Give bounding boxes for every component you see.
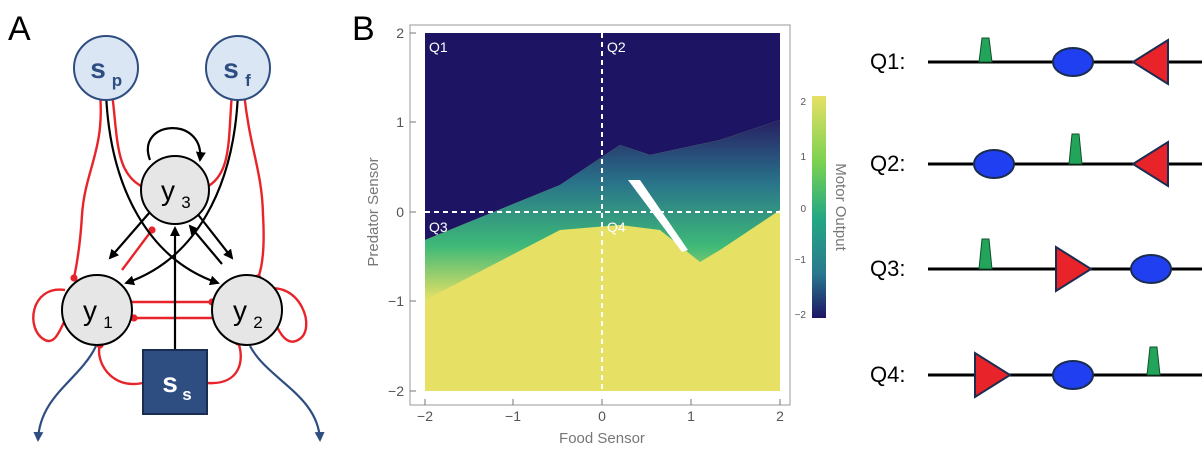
- y-axis-title: Predator Sensor: [365, 157, 382, 266]
- y3-sub: 3: [181, 193, 190, 212]
- y-tick-label: 0: [396, 204, 404, 220]
- row-label: Q2:: [870, 151, 905, 176]
- x-tick-label: −2: [417, 408, 433, 424]
- sp-to-y1: [70, 92, 102, 282]
- heatmap: Q1 Q2 Q3 Q4: [425, 33, 780, 391]
- agent-icon: [973, 149, 1015, 179]
- tick-marks: [410, 32, 781, 405]
- sp-to-y2-excite: [104, 92, 220, 286]
- y1-motor-output: [33, 345, 97, 442]
- y3-self-loop: [146, 127, 206, 162]
- scenario-rows: Q1: Q2: Q3: Q4:: [870, 37, 1202, 399]
- panel-b: B Q1 Q2 Q3 Q4 −2 −1 0 1: [352, 10, 849, 447]
- ss-sub: s: [182, 385, 191, 404]
- y2-base: y: [233, 295, 247, 326]
- ss-to-y1: [96, 341, 144, 386]
- colorbar-tick: −2: [795, 310, 807, 321]
- inhibitory-connections: [32, 92, 308, 386]
- y2-motor-output: [249, 345, 325, 442]
- ss-to-y2: [207, 338, 242, 385]
- colorbar-tick: −1: [795, 255, 807, 266]
- neuron-y2: y 2: [211, 274, 283, 346]
- motor-outputs: [33, 345, 325, 442]
- y-tick-label: −1: [388, 293, 404, 309]
- quad-label-q4: Q4: [607, 219, 626, 235]
- quad-label-q1: Q1: [429, 39, 448, 55]
- svg-text:s: s: [90, 53, 106, 84]
- colorbar-tick: 2: [800, 97, 806, 108]
- y2-self-loop: [261, 287, 308, 343]
- colorbar-tick: 0: [800, 204, 806, 215]
- y3-base: y: [161, 175, 175, 206]
- sensor-sp: s p: [73, 35, 139, 101]
- y-tick-label: 2: [396, 25, 404, 41]
- food-icon: [978, 238, 993, 270]
- sf-to-y3: [201, 92, 234, 192]
- x-tick-label: 1: [687, 408, 695, 424]
- y1-sub: 1: [103, 313, 112, 332]
- y1-to-y3-inhib: [121, 226, 156, 271]
- ss-base: s: [162, 367, 178, 398]
- food-icon: [1146, 346, 1161, 376]
- neuron-y1: y 1: [61, 274, 133, 346]
- x-axis-title: Food Sensor: [559, 430, 645, 447]
- y3-to-y2: [195, 211, 234, 260]
- y2-sub: 2: [253, 313, 262, 332]
- agent-icon: [1052, 47, 1094, 77]
- predator-icon: [974, 351, 1012, 399]
- sf-to-y1-excite: [124, 92, 240, 286]
- predator-icon: [1131, 38, 1169, 86]
- agent-icon: [1052, 360, 1094, 390]
- predator-icon: [1055, 245, 1093, 293]
- y1-self-loop: [32, 288, 70, 343]
- predator-icon: [1131, 140, 1169, 188]
- row-label: Q3:: [870, 256, 905, 281]
- x-tick-label: 0: [598, 408, 606, 424]
- colorbar-gradient: [812, 96, 826, 318]
- scenario-row-q4: Q4:: [870, 346, 1202, 399]
- agent-icon: [1130, 254, 1172, 284]
- quad-label-q2: Q2: [607, 39, 626, 55]
- sp-to-y3: [110, 92, 149, 192]
- x-tick-label: −1: [505, 408, 521, 424]
- scenario-row-q2: Q2:: [870, 133, 1202, 188]
- row-label: Q1:: [870, 49, 905, 74]
- row-label: Q4:: [870, 362, 905, 387]
- y-tick-label: −2: [388, 383, 404, 399]
- sf-sub: f: [245, 71, 251, 90]
- scenario-row-q3: Q3:: [870, 238, 1202, 293]
- colorbar: 2 1 0 −1 −2 Motor Output: [795, 96, 849, 321]
- colorbar-label: Motor Output: [832, 163, 849, 251]
- y1-base: y: [83, 295, 97, 326]
- sensor-ss: s s: [142, 349, 208, 415]
- y2-to-y3: [188, 224, 223, 265]
- food-icon: [978, 37, 993, 63]
- y3-to-y1: [108, 211, 151, 260]
- y-tick-label: 1: [396, 114, 404, 130]
- x-tick-label: 2: [776, 408, 784, 424]
- colorbar-tick: 1: [800, 152, 806, 163]
- heatmap-white-streak: [628, 180, 688, 252]
- quad-label-q3: Q3: [429, 219, 448, 235]
- sf-base: s: [223, 53, 239, 84]
- sf-to-y2: [242, 92, 265, 282]
- food-icon: [1068, 133, 1083, 165]
- scenario-row-q1: Q1:: [870, 37, 1202, 86]
- panel-a: A: [8, 10, 325, 442]
- excitatory-connections: [104, 92, 240, 350]
- neuron-y3: y 3: [140, 155, 210, 225]
- panel-a-letter: A: [8, 10, 31, 48]
- sp-sub: p: [112, 71, 122, 90]
- plot-frame: [409, 24, 791, 406]
- panel-b-letter: B: [352, 10, 375, 48]
- sp-base: s: [90, 53, 106, 84]
- heatmap-transition-band: [425, 120, 780, 300]
- sensor-sf: s f: [205, 35, 271, 101]
